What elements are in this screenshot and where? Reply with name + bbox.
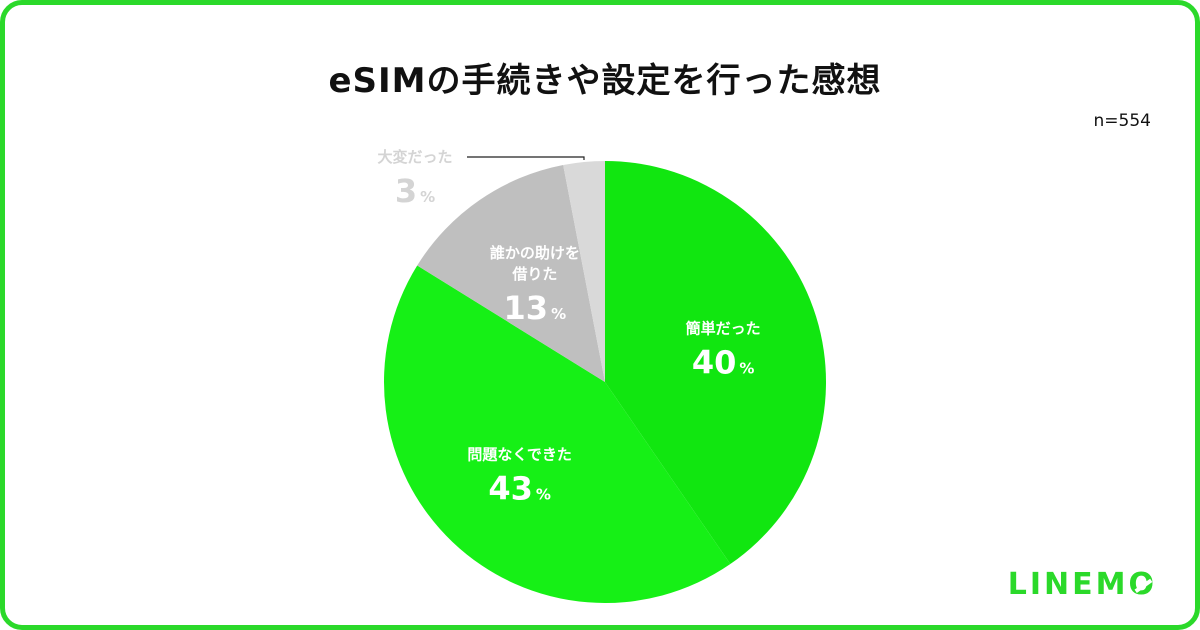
slice-label-3: 大変だった 3% (377, 148, 452, 210)
slice-value-label: 43% (488, 470, 551, 508)
linemo-logo: LINEMO (1007, 567, 1157, 602)
slice-category-label: 誰かの助けを (490, 244, 580, 262)
chart-title: eSIMの手続きや設定を行った感想 (328, 61, 882, 101)
slice-value-label: 3% (395, 172, 435, 210)
slice-category-label: 借りた (511, 265, 557, 283)
slice-value-label: 40% (692, 343, 755, 381)
pie-slice-2 (417, 164, 605, 382)
pie-slice-1 (383, 265, 731, 604)
pie-slice-0 (605, 161, 827, 565)
pie-slice-3 (563, 161, 605, 382)
slice-label-0: 簡単だった 40% (686, 319, 761, 381)
slice-category-label: 簡単だった (686, 319, 761, 337)
slice-category-label: 大変だった (377, 148, 452, 166)
sample-size: n=554 (1093, 111, 1151, 131)
slice-label-1: 問題なくできた 43% (467, 446, 572, 508)
slice-value-label: 13% (504, 289, 567, 327)
leader-line (467, 156, 585, 161)
slice-category-label: 問題なくできた (467, 446, 572, 464)
